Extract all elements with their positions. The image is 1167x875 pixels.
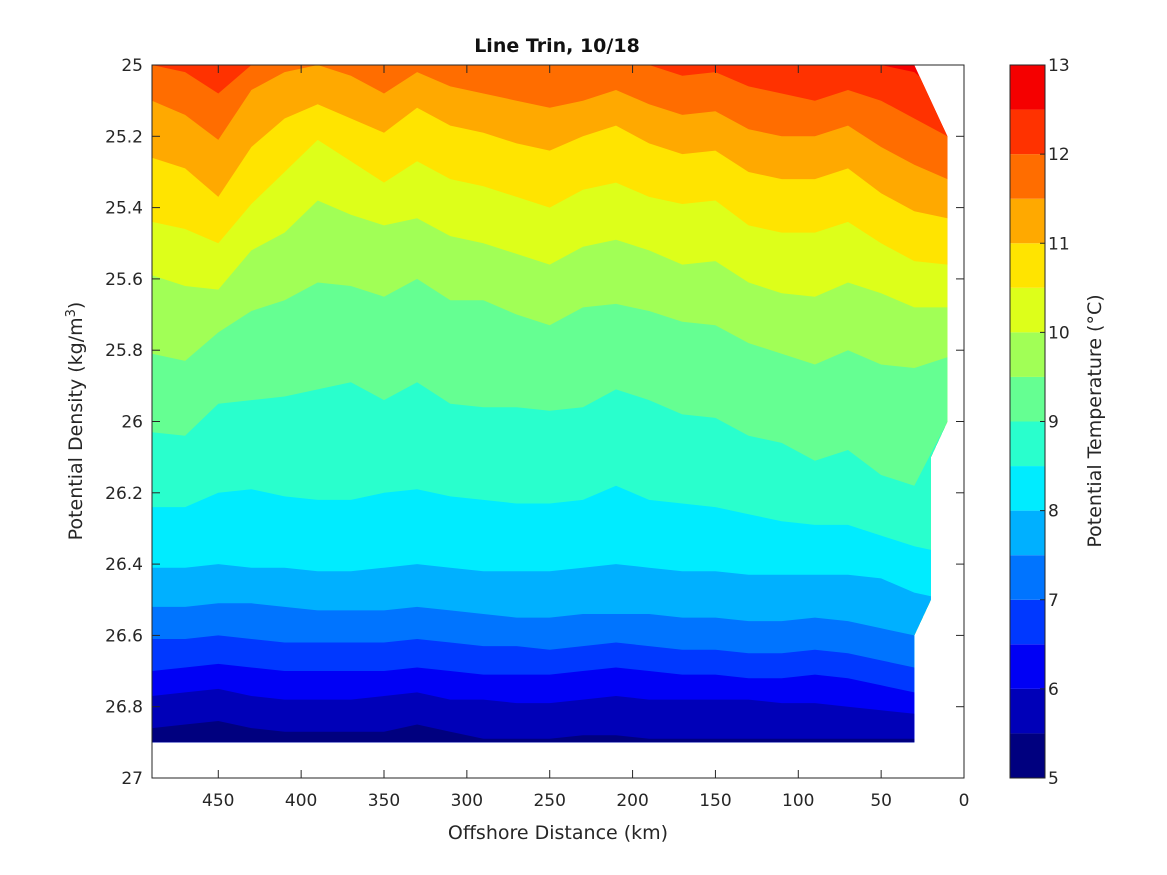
- y-tick-label: 25.4: [105, 199, 143, 219]
- y-tick-label: 27: [121, 769, 143, 789]
- colorbar-tick-label: 11: [1048, 234, 1070, 254]
- contour-band-6: [152, 688, 948, 743]
- colorbar-segment: [1010, 243, 1045, 288]
- colorbar-segment: [1010, 287, 1045, 333]
- y-tick-label: 26.4: [105, 555, 143, 575]
- contour-bands: [152, 65, 948, 743]
- x-tick-label: 250: [533, 791, 565, 811]
- y-tick-label: 26.2: [105, 484, 143, 504]
- colorbar-tick-label: 10: [1048, 323, 1070, 343]
- y-tick-label: 25.2: [105, 127, 143, 147]
- colorbar-segment: [1010, 198, 1045, 244]
- x-tick-label: 0: [959, 791, 970, 811]
- y-axis-label-superscript: 3: [64, 309, 79, 317]
- colorbar: [1009, 64, 1046, 779]
- y-axis-label-end: ): [65, 302, 87, 309]
- colorbar-segment: [1010, 644, 1045, 689]
- colorbar-ticks: 5 6 7 8 9 10 11 12 13: [1040, 56, 1070, 789]
- x-axis-label: Offshore Distance (km): [448, 822, 668, 844]
- colorbar-segment: [1010, 688, 1045, 734]
- colorbar-tick-label: 13: [1048, 56, 1070, 76]
- x-tick-label: 50: [870, 791, 892, 811]
- colorbar-tick-label: 6: [1048, 680, 1059, 700]
- x-axis-ticks: 450 400 350 300 250 200 150 100 50 0: [202, 65, 969, 811]
- colorbar-segment: [1010, 376, 1045, 422]
- colorbar-label: Potential Temperature (°C): [1084, 294, 1106, 547]
- chart-title: Line Trin, 10/18: [474, 35, 640, 57]
- y-tick-label: 25: [121, 56, 143, 76]
- x-tick-label: 150: [699, 791, 731, 811]
- contour-band-5-5: [152, 721, 948, 743]
- colorbar-segment: [1010, 466, 1045, 511]
- colorbar-tick-label: 9: [1048, 413, 1059, 433]
- colorbar-segment: [1010, 154, 1045, 199]
- colorbar-tick-label: 7: [1048, 591, 1059, 611]
- x-tick-label: 350: [368, 791, 400, 811]
- x-tick-label: 200: [616, 791, 648, 811]
- x-tick-label: 450: [202, 791, 234, 811]
- y-axis-label-main: Potential Density (kg/m: [65, 317, 87, 540]
- colorbar-tick-label: 5: [1048, 769, 1059, 789]
- colorbar-segment: [1010, 332, 1045, 377]
- colorbar-segment: [1010, 733, 1045, 778]
- y-tick-label: 26.8: [105, 698, 143, 718]
- y-tick-label: 25.6: [105, 270, 143, 290]
- colorbar-segment: [1010, 599, 1045, 645]
- colorbar-tick-label: 8: [1048, 502, 1059, 522]
- y-tick-label: 26: [121, 413, 143, 433]
- y-tick-label: 25.8: [105, 341, 143, 361]
- y-tick-label: 26.6: [105, 626, 143, 646]
- plot-area: [152, 65, 964, 778]
- colorbar-segment: [1010, 109, 1045, 155]
- colorbar-segment: [1010, 421, 1045, 467]
- colorbar-segment: [1010, 65, 1045, 110]
- y-axis-ticks: 25 25.2 25.4 25.6 25.8 26 26.2 26.4 26.6 26.8 27: [105, 56, 964, 789]
- colorbar-segment: [1010, 555, 1045, 600]
- x-tick-label: 100: [782, 791, 814, 811]
- x-tick-label: 300: [451, 791, 483, 811]
- colorbar-tick-label: 12: [1048, 145, 1070, 165]
- y-axis-label: Potential Density (kg/m3): [64, 302, 87, 541]
- x-tick-label: 400: [285, 791, 317, 811]
- colorbar-segment: [1010, 510, 1045, 556]
